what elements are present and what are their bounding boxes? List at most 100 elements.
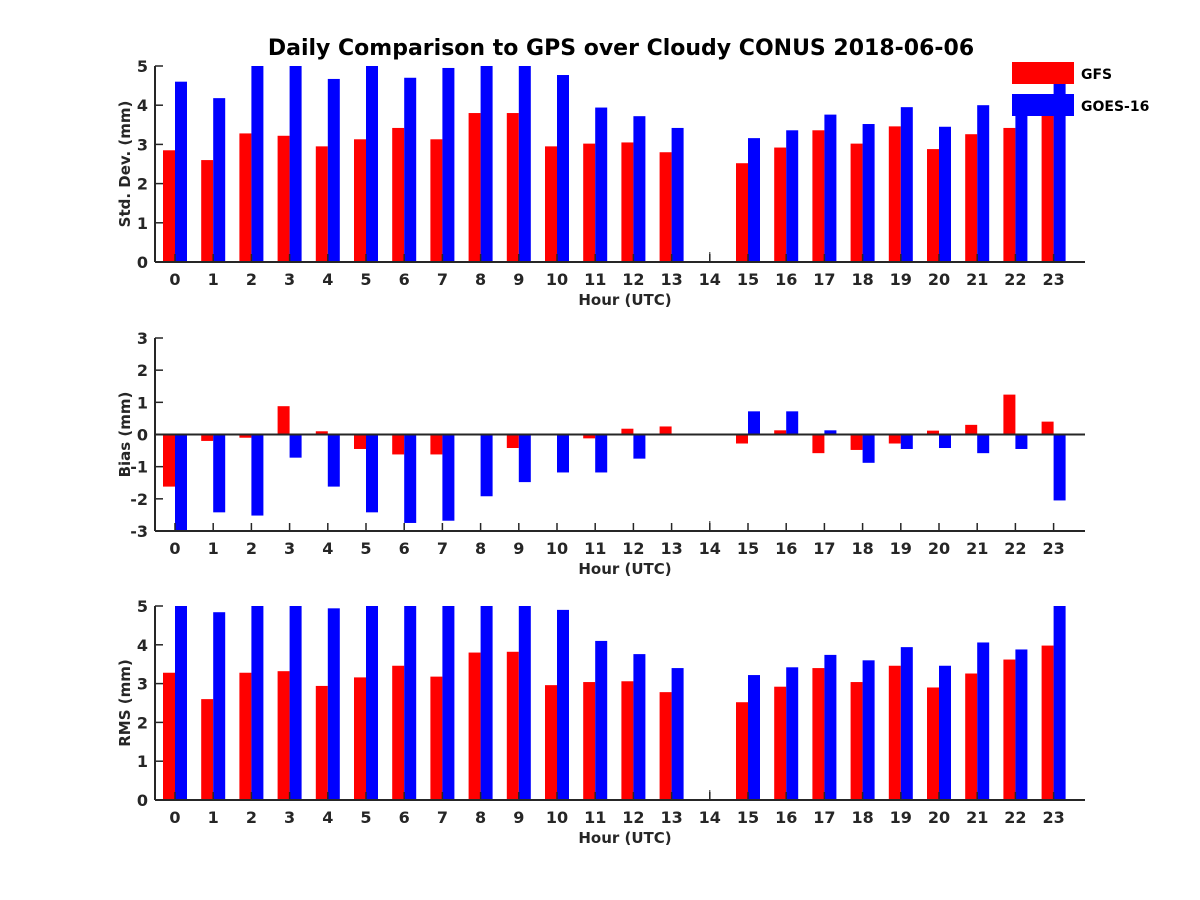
bar-goes-16-22 bbox=[1015, 649, 1028, 800]
bar-goes-16-15 bbox=[748, 411, 760, 435]
bar-gfs-2 bbox=[239, 133, 252, 262]
bar-goes-16-5 bbox=[366, 434, 378, 513]
x-tick-label: 21 bbox=[966, 539, 988, 558]
x-tick-label: 17 bbox=[813, 539, 835, 558]
x-tick-label: 0 bbox=[169, 270, 180, 289]
chart-title: Daily Comparison to GPS over Cloudy CONU… bbox=[268, 36, 974, 61]
bar-gfs-4 bbox=[315, 146, 328, 262]
x-axis-label: Hour (UTC) bbox=[578, 829, 671, 847]
y-tick-label: 1 bbox=[137, 393, 148, 412]
bar-gfs-16 bbox=[774, 430, 787, 435]
legend-label-gfs: GFS bbox=[1081, 67, 1112, 83]
x-tick-label: 3 bbox=[284, 270, 295, 289]
bar-gfs-23 bbox=[1041, 645, 1054, 800]
x-tick-label: 1 bbox=[208, 808, 219, 827]
bar-goes-16-12 bbox=[633, 116, 646, 263]
x-axis-label: Hour (UTC) bbox=[578, 560, 671, 578]
bar-gfs-5 bbox=[354, 434, 366, 449]
x-tick-label: 13 bbox=[660, 539, 682, 558]
bar-goes-16-20 bbox=[939, 126, 951, 262]
bar-gfs-3 bbox=[277, 406, 290, 435]
bar-goes-16-0 bbox=[175, 434, 187, 531]
x-axis-label: Hour (UTC) bbox=[578, 291, 671, 309]
bar-goes-16-20 bbox=[939, 665, 951, 800]
bar-gfs-0 bbox=[163, 150, 175, 262]
bar-gfs-6 bbox=[392, 434, 405, 455]
y-axis-label: Bias (mm) bbox=[116, 392, 134, 478]
bar-goes-16-2 bbox=[251, 434, 264, 516]
bar-gfs-5 bbox=[354, 677, 366, 800]
y-tick-label: 1 bbox=[137, 214, 148, 233]
bar-goes-16-6 bbox=[404, 434, 417, 523]
x-tick-label: 3 bbox=[284, 808, 295, 827]
x-tick-label: 2 bbox=[246, 270, 257, 289]
bar-gfs-12 bbox=[621, 142, 634, 262]
bar-gfs-10 bbox=[545, 146, 557, 262]
bar-gfs-15 bbox=[736, 702, 748, 800]
x-tick-label: 22 bbox=[1004, 539, 1026, 558]
series-gfs bbox=[163, 105, 1054, 263]
bar-goes-16-23 bbox=[1053, 434, 1066, 501]
bar-gfs-17 bbox=[812, 130, 825, 262]
bar-gfs-18 bbox=[850, 143, 863, 262]
bar-goes-16-2 bbox=[251, 606, 264, 800]
bar-goes-16-11 bbox=[595, 434, 608, 473]
bar-gfs-7 bbox=[430, 139, 443, 262]
legend-swatch-goes-16 bbox=[1012, 94, 1074, 116]
bar-gfs-23 bbox=[1041, 105, 1054, 262]
bar-goes-16-22 bbox=[1015, 112, 1028, 262]
x-tick-label: 2 bbox=[246, 808, 257, 827]
y-tick-label: 3 bbox=[137, 135, 148, 154]
x-tick-label: 10 bbox=[546, 270, 568, 289]
bar-gfs-1 bbox=[201, 699, 214, 800]
bar-gfs-22 bbox=[1003, 659, 1016, 800]
x-tick-label: 20 bbox=[928, 808, 950, 827]
bar-goes-16-18 bbox=[862, 660, 875, 800]
x-tick-label: 9 bbox=[513, 270, 524, 289]
bar-gfs-3 bbox=[277, 671, 290, 800]
x-tick-label: 6 bbox=[399, 270, 410, 289]
x-tick-label: 10 bbox=[546, 808, 568, 827]
bar-goes-16-20 bbox=[939, 434, 951, 449]
bar-gfs-10 bbox=[545, 685, 557, 800]
bar-goes-16-8 bbox=[480, 434, 493, 497]
bar-goes-16-21 bbox=[977, 105, 990, 262]
bar-gfs-20 bbox=[927, 430, 939, 435]
bar-goes-16-19 bbox=[900, 434, 913, 449]
bar-gfs-19 bbox=[888, 665, 901, 800]
bar-goes-16-21 bbox=[977, 642, 990, 800]
bar-gfs-13 bbox=[659, 426, 672, 435]
x-tick-label: 13 bbox=[660, 270, 682, 289]
x-tick-label: 3 bbox=[284, 539, 295, 558]
y-axis-label: RMS (mm) bbox=[116, 659, 134, 746]
bar-goes-16-6 bbox=[404, 77, 417, 262]
bar-gfs-13 bbox=[659, 152, 672, 262]
bar-gfs-20 bbox=[927, 687, 939, 800]
x-tick-label: 18 bbox=[851, 539, 873, 558]
x-tick-label: 6 bbox=[399, 539, 410, 558]
bar-goes-16-7 bbox=[442, 67, 455, 263]
bar-goes-16-17 bbox=[824, 114, 837, 262]
bar-goes-16-10 bbox=[557, 75, 569, 263]
x-tick-label: 18 bbox=[851, 270, 873, 289]
bar-goes-16-4 bbox=[327, 78, 340, 262]
bar-gfs-21 bbox=[965, 673, 978, 800]
y-tick-label: -1 bbox=[130, 458, 148, 477]
x-tick-label: 16 bbox=[775, 270, 797, 289]
bar-gfs-8 bbox=[468, 652, 481, 800]
series-goes-16 bbox=[175, 66, 1066, 263]
x-tick-label: 19 bbox=[890, 808, 912, 827]
bar-gfs-6 bbox=[392, 127, 405, 262]
x-tick-label: 23 bbox=[1042, 808, 1064, 827]
bar-gfs-5 bbox=[354, 139, 366, 262]
bar-gfs-4 bbox=[315, 685, 328, 800]
bar-goes-16-1 bbox=[213, 434, 226, 513]
x-tick-label: 5 bbox=[360, 270, 371, 289]
bar-gfs-23 bbox=[1041, 421, 1054, 435]
legend-label-goes-16: GOES-16 bbox=[1081, 99, 1149, 115]
bar-goes-16-6 bbox=[404, 606, 417, 800]
y-tick-label: 1 bbox=[137, 752, 148, 771]
x-tick-label: 6 bbox=[399, 808, 410, 827]
bar-gfs-11 bbox=[583, 143, 596, 262]
